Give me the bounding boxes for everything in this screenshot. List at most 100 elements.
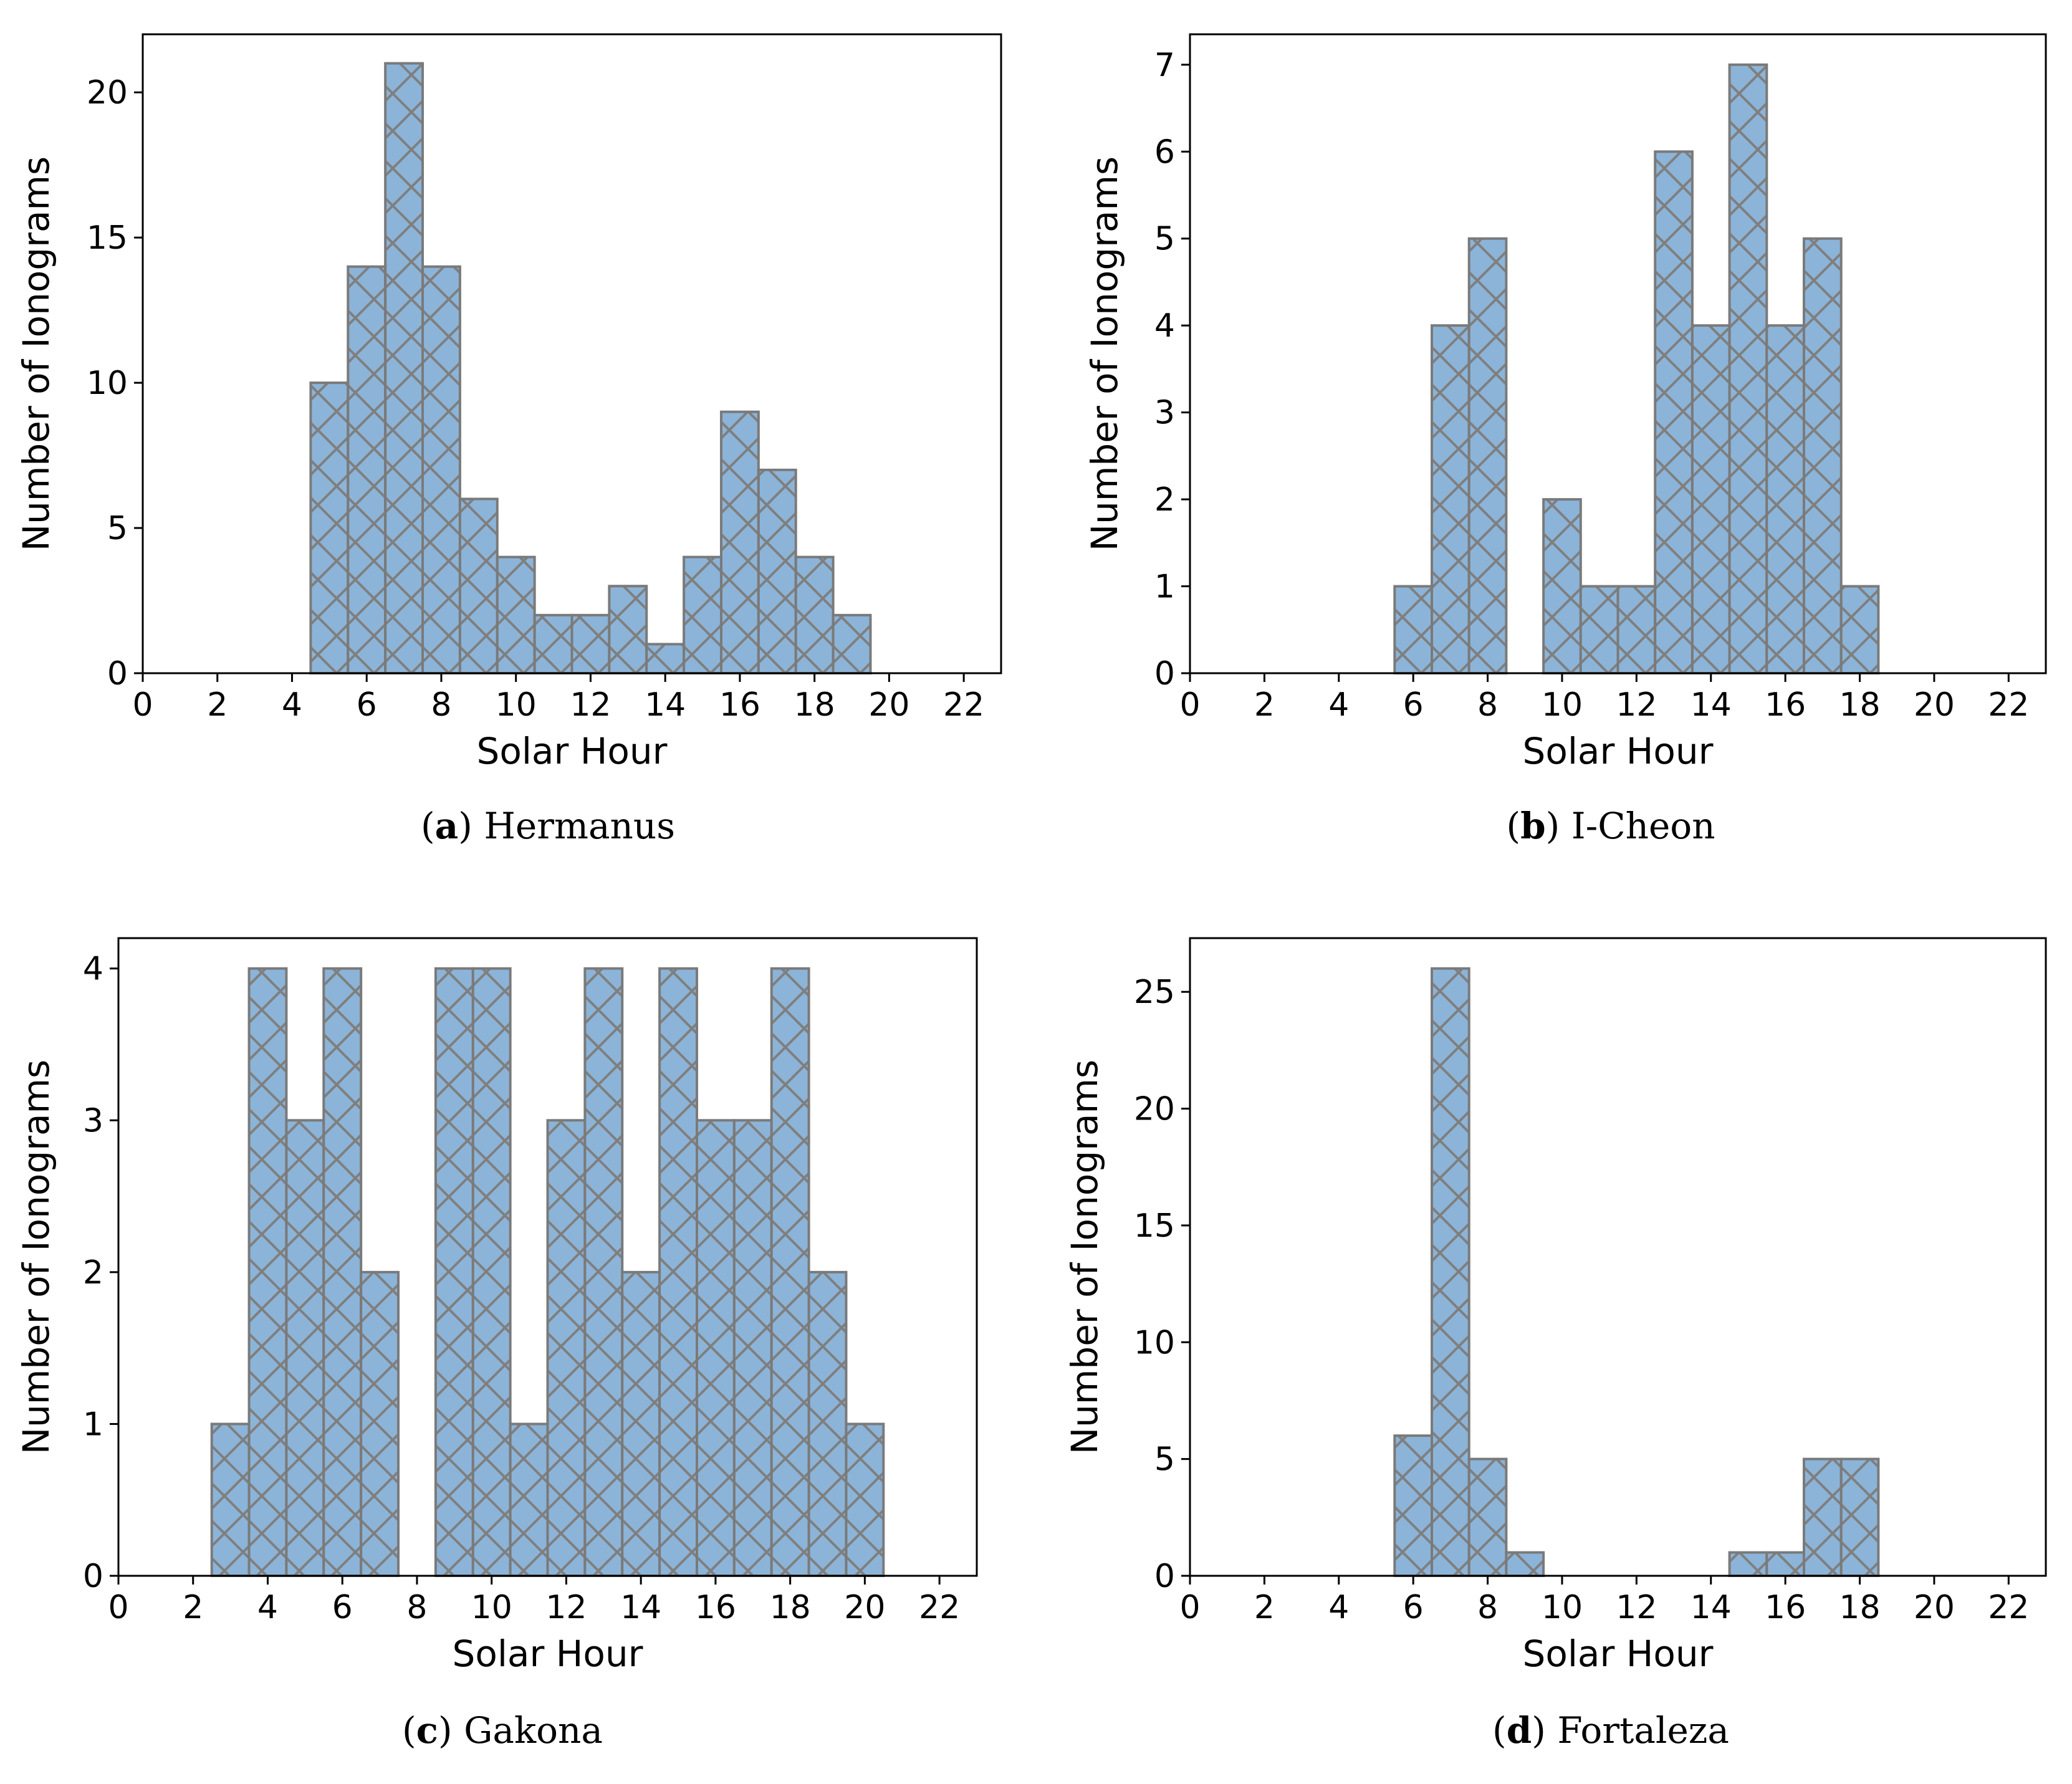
- plot-frame: [117, 937, 978, 1577]
- x-tick-label: 16: [1765, 686, 1806, 724]
- bar-hatch: [734, 1120, 772, 1576]
- x-tick-label: 10: [1542, 1589, 1583, 1626]
- bar-hatch: [472, 968, 511, 1576]
- x-tick-label: 22: [943, 686, 984, 724]
- x-tick-label: 10: [471, 1589, 512, 1626]
- y-tick-label: 0: [83, 1558, 103, 1595]
- x-tick-label: 14: [645, 686, 686, 724]
- x-axis-label: Solar Hour: [477, 730, 668, 772]
- bar-hatch: [646, 644, 684, 673]
- bar-hatch: [1506, 1552, 1544, 1576]
- y-tick-label: 5: [107, 510, 128, 547]
- bar-hatch: [572, 615, 610, 673]
- plot-frame: [1189, 937, 2047, 1577]
- y-tick-label: 2: [1154, 481, 1175, 519]
- x-tick-label: 20: [1914, 686, 1955, 724]
- x-axis-ticks: 0 2 4 6 8 10 12 14 16 18 20 22: [1179, 1576, 2029, 1626]
- bar-hatch: [1767, 1552, 1804, 1576]
- x-tick-label: 6: [357, 686, 377, 724]
- y-tick-label: 5: [1154, 221, 1175, 258]
- bar-hatch: [385, 63, 423, 673]
- y-tick-label: 5: [1154, 1441, 1175, 1479]
- y-tick-label: 0: [107, 655, 128, 693]
- x-tick-label: 0: [1179, 686, 1200, 724]
- bar-hatch: [808, 1272, 847, 1576]
- y-axis-ticks: 0 1 2 3 4: [83, 951, 118, 1595]
- x-tick-label: 14: [1691, 1589, 1732, 1626]
- histogram-panel-fortaleza: 0 5 10 15 20 25 0 2 4 6 8 10 12 14 16 18 20 22 Solar Hou…: [1063, 937, 2047, 1752]
- y-tick-label: 7: [1154, 47, 1175, 84]
- x-axis-label: Solar Hour: [1523, 1633, 1714, 1675]
- bar-group: [309, 62, 872, 675]
- bar-hatch: [1767, 325, 1804, 673]
- x-tick-label: 4: [1328, 686, 1349, 724]
- y-tick-label: 15: [1134, 1207, 1175, 1245]
- bar-hatch: [1394, 586, 1432, 673]
- caption-letter: d: [1507, 1709, 1532, 1752]
- panel-caption: (c) Gakona: [402, 1709, 603, 1752]
- y-axis-label: Number of Ionograms: [1063, 1060, 1106, 1455]
- x-tick-label: 22: [919, 1589, 960, 1626]
- caption-letter: b: [1520, 805, 1546, 847]
- x-axis-ticks: 0 2 4 6 8 10 12 14 16 18 20 22: [108, 1576, 960, 1626]
- x-tick-label: 12: [570, 686, 611, 724]
- x-tick-label: 6: [1403, 686, 1424, 724]
- bar-hatch: [324, 968, 362, 1576]
- bar-hatch: [771, 968, 809, 1576]
- bar-hatch: [1580, 586, 1618, 673]
- plot-frame: [1189, 33, 2047, 674]
- bar-hatch: [585, 968, 623, 1576]
- bar-hatch: [1432, 325, 1469, 673]
- x-tick-label: 8: [431, 686, 451, 724]
- y-tick-label: 4: [1154, 307, 1175, 345]
- x-tick-label: 18: [794, 686, 835, 724]
- bar-hatch: [684, 557, 721, 673]
- bar-hatch: [497, 557, 535, 673]
- x-axis-ticks: 0 2 4 6 8 10 12 14 16 18 20 22: [132, 673, 984, 724]
- x-tick-label: 4: [282, 686, 302, 724]
- bar-hatch: [1469, 1459, 1507, 1576]
- y-tick-label: 0: [1154, 655, 1175, 693]
- y-axis-ticks: 0 1 2 3 4 5 6 7: [1154, 47, 1190, 693]
- y-tick-label: 6: [1154, 133, 1175, 171]
- x-tick-label: 16: [695, 1589, 736, 1626]
- caption-station: Hermanus: [484, 805, 675, 847]
- bar-hatch: [1655, 151, 1692, 673]
- panel-caption: (d) Fortaleza: [1492, 1709, 1729, 1752]
- bar-hatch: [758, 469, 796, 673]
- x-tick-label: 18: [1839, 686, 1880, 724]
- bar-hatch: [310, 383, 348, 673]
- x-axis-label: Solar Hour: [453, 1633, 643, 1675]
- x-tick-label: 20: [844, 1589, 885, 1626]
- x-tick-label: 18: [770, 1589, 811, 1626]
- bar-hatch: [833, 615, 871, 673]
- y-axis-label: Number of Ionograms: [15, 1060, 57, 1455]
- x-axis-ticks: 0 2 4 6 8 10 12 14 16 18 20 22: [1179, 673, 2029, 724]
- bar-hatch: [846, 1424, 884, 1576]
- x-tick-label: 20: [1914, 1589, 1955, 1626]
- y-tick-label: 0: [1154, 1558, 1175, 1595]
- caption-station: I-Cheon: [1571, 805, 1715, 847]
- x-tick-label: 8: [1477, 1589, 1498, 1626]
- y-axis-ticks: 0 5 10 15 20 25: [1134, 974, 1190, 1595]
- bar-hatch: [423, 266, 460, 673]
- bar-hatch: [348, 266, 386, 673]
- y-tick-label: 1: [1154, 568, 1175, 606]
- bar-group: [1393, 967, 1880, 1578]
- x-tick-label: 22: [1988, 686, 2029, 724]
- y-tick-label: 2: [83, 1254, 103, 1292]
- bar-hatch: [1618, 586, 1656, 673]
- y-tick-label: 1: [83, 1406, 103, 1443]
- x-tick-label: 6: [1403, 1589, 1424, 1626]
- x-tick-label: 18: [1839, 1589, 1880, 1626]
- x-tick-label: 2: [1254, 686, 1275, 724]
- y-tick-label: 15: [87, 219, 128, 257]
- bar-hatch: [435, 968, 473, 1576]
- bar-hatch: [1841, 1459, 1879, 1576]
- bar-hatch: [1692, 325, 1730, 673]
- bar-hatch: [510, 1424, 548, 1576]
